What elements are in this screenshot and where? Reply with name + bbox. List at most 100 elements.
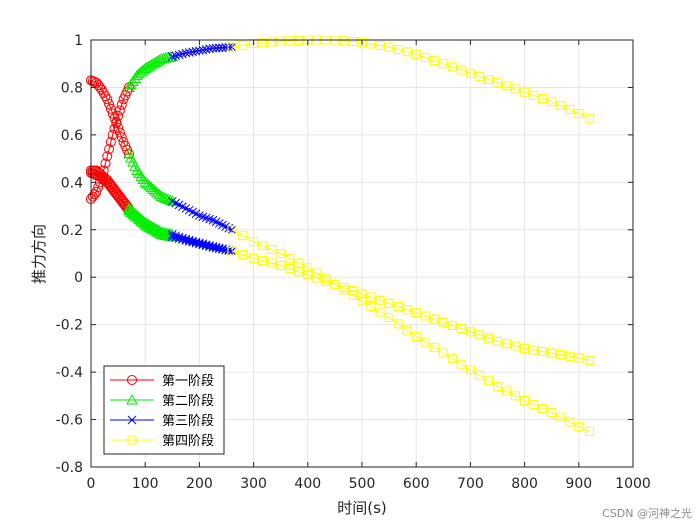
square-marker <box>258 256 268 266</box>
square-marker <box>303 270 313 280</box>
circle-marker <box>111 117 122 128</box>
square-marker <box>411 49 421 59</box>
square-marker <box>585 355 595 365</box>
x-tick-label: 600 <box>403 476 430 492</box>
square-marker <box>483 75 493 85</box>
square-marker <box>529 400 539 410</box>
square-marker <box>267 258 277 268</box>
x-marker-stroke <box>181 48 191 58</box>
legend-item: 第四阶段 <box>110 434 214 449</box>
square-marker <box>483 333 493 343</box>
x-marker-stroke <box>198 45 208 55</box>
circle-marker <box>107 108 118 119</box>
x-marker-stroke <box>178 202 187 212</box>
series-line <box>231 250 590 361</box>
circle-marker <box>113 122 124 133</box>
legend-label: 第四阶段 <box>162 434 214 449</box>
square-marker <box>447 320 457 330</box>
x-marker-stroke <box>188 207 197 217</box>
circle-marker <box>127 375 137 385</box>
circle-marker <box>113 110 124 121</box>
x-marker-stroke <box>181 236 191 245</box>
square-marker <box>502 81 512 91</box>
square-marker <box>276 260 286 270</box>
x-marker <box>167 52 177 61</box>
square-marker <box>303 263 313 273</box>
x-marker <box>198 240 208 250</box>
x-marker-stroke <box>127 415 137 425</box>
square-marker <box>474 330 484 340</box>
legend-label: 第一阶段 <box>162 374 214 389</box>
square-marker <box>585 113 595 123</box>
y-tick-label: 1 <box>74 33 83 49</box>
x-marker-stroke <box>198 212 208 222</box>
square-marker <box>420 311 430 321</box>
square-marker <box>456 65 466 75</box>
x-marker <box>178 235 187 244</box>
legend-item: 第三阶段 <box>110 414 214 429</box>
square-marker <box>267 37 277 47</box>
square-marker <box>249 253 259 263</box>
x-marker-stroke <box>181 204 191 213</box>
square-marker <box>384 298 394 308</box>
triangle-marker <box>151 186 164 198</box>
square-marker <box>429 314 439 324</box>
x-marker-stroke <box>174 200 184 210</box>
x-marker-stroke <box>171 51 181 61</box>
triangle-marker <box>127 208 139 219</box>
x-tick-label: 300 <box>240 476 267 492</box>
square-marker <box>285 264 295 274</box>
x-marker <box>174 234 184 244</box>
x-marker <box>181 236 191 245</box>
square-marker <box>511 391 521 401</box>
x-marker-stroke <box>184 236 194 246</box>
circle-marker <box>93 182 104 193</box>
square-marker <box>565 105 575 115</box>
circle-marker <box>98 87 109 98</box>
square-marker <box>556 350 566 360</box>
x-marker <box>174 50 184 60</box>
x-tick-label: 500 <box>349 476 376 492</box>
square-marker <box>312 268 322 278</box>
y-tick-label: -0.6 <box>56 413 83 429</box>
square-marker <box>493 78 502 88</box>
square-marker <box>556 412 566 422</box>
square-marker <box>547 97 557 107</box>
square-marker <box>538 347 548 357</box>
square-marker <box>366 301 376 311</box>
x-marker-stroke <box>218 43 227 53</box>
square-marker <box>393 319 403 329</box>
square-marker <box>294 267 304 277</box>
x-marker <box>171 233 181 243</box>
circle-marker <box>109 123 120 134</box>
watermark: CSDN @河神之光 <box>602 507 692 520</box>
x-marker-stroke <box>171 233 181 243</box>
square-marker <box>339 36 349 46</box>
square-marker <box>312 273 322 283</box>
x-marker-stroke <box>184 48 194 57</box>
series-group <box>86 35 595 436</box>
square-marker <box>402 305 412 315</box>
square-marker <box>438 59 448 69</box>
circle-marker <box>102 151 113 162</box>
square-marker <box>348 37 358 47</box>
square-marker <box>493 381 502 391</box>
square-marker <box>538 403 548 413</box>
square-marker <box>357 296 367 306</box>
x-marker-stroke <box>208 215 218 225</box>
x-marker-stroke <box>211 43 221 53</box>
square-marker <box>258 38 268 48</box>
y-tick-label: -0.8 <box>56 460 83 476</box>
square-marker <box>402 47 412 57</box>
square-marker <box>465 327 475 337</box>
x-marker-stroke <box>178 233 187 243</box>
triangle-marker <box>149 185 162 196</box>
x-marker-stroke <box>167 232 177 242</box>
x-marker-stroke <box>191 209 201 219</box>
y-tick-label: 0 <box>74 270 83 286</box>
x-marker-stroke <box>191 238 201 248</box>
x-marker <box>171 51 181 61</box>
triangle-marker <box>133 67 145 79</box>
square-marker <box>384 313 394 323</box>
x-marker-stroke <box>214 219 224 228</box>
